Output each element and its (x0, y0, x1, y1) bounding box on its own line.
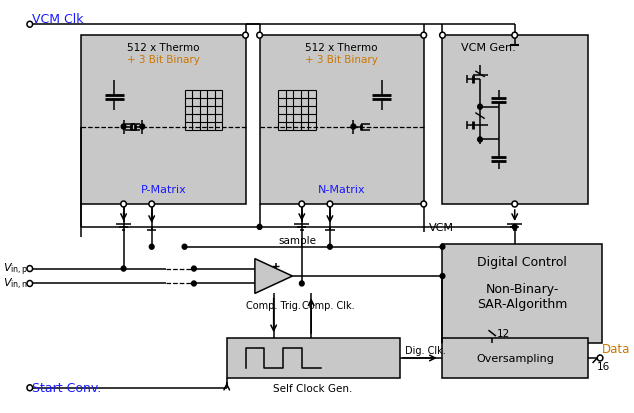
Text: Comp. Clk.: Comp. Clk. (302, 301, 354, 311)
Circle shape (512, 225, 517, 230)
Bar (227, 338, 400, 378)
Bar (81, 36, 245, 204)
Text: sample: sample (278, 235, 316, 245)
Circle shape (191, 266, 197, 271)
Circle shape (120, 202, 126, 207)
Circle shape (512, 202, 517, 207)
Text: Dig. Clk.: Dig. Clk. (405, 345, 446, 355)
Circle shape (191, 281, 197, 286)
Text: Non-Binary-: Non-Binary- (486, 282, 559, 295)
Polygon shape (255, 259, 292, 294)
Text: Start Conv.: Start Conv. (32, 381, 101, 394)
Circle shape (351, 125, 356, 130)
Circle shape (299, 202, 304, 207)
Circle shape (299, 281, 304, 286)
Circle shape (243, 33, 249, 39)
Text: Data: Data (602, 342, 630, 355)
Circle shape (150, 244, 154, 249)
Circle shape (257, 225, 262, 230)
Circle shape (27, 266, 32, 272)
Text: Comp. Trig.: Comp. Trig. (246, 301, 301, 311)
Circle shape (597, 355, 603, 361)
Bar (259, 36, 424, 204)
Text: Self Clock Gen.: Self Clock Gen. (273, 383, 353, 393)
Circle shape (477, 105, 482, 110)
Text: $V_{\rm in,p}$: $V_{\rm in,p}$ (3, 261, 28, 277)
Circle shape (512, 33, 517, 39)
Text: VCM Clk: VCM Clk (32, 13, 83, 26)
Circle shape (421, 202, 427, 207)
Circle shape (440, 274, 445, 279)
Circle shape (121, 266, 126, 271)
Circle shape (328, 244, 332, 249)
Circle shape (27, 385, 32, 391)
Circle shape (477, 138, 482, 142)
Bar (443, 36, 588, 204)
Circle shape (182, 244, 187, 249)
Circle shape (27, 281, 32, 287)
Text: Digital Control: Digital Control (477, 256, 567, 268)
Circle shape (257, 33, 262, 39)
Text: Oversampling: Oversampling (476, 353, 554, 363)
Text: $V_{\rm in,n}$: $V_{\rm in,n}$ (3, 276, 28, 291)
Text: + 3 Bit Binary: + 3 Bit Binary (127, 55, 200, 65)
Text: 512 x Thermo: 512 x Thermo (306, 43, 378, 53)
Bar (443, 244, 602, 343)
Text: 12: 12 (497, 328, 510, 338)
Circle shape (27, 22, 32, 28)
Circle shape (440, 33, 445, 39)
Text: VCM: VCM (429, 222, 453, 232)
Circle shape (121, 125, 126, 130)
Circle shape (327, 202, 333, 207)
Text: 512 x Thermo: 512 x Thermo (127, 43, 200, 53)
Circle shape (421, 33, 427, 39)
Circle shape (140, 125, 145, 130)
Text: SAR-Algorithm: SAR-Algorithm (477, 297, 567, 310)
Text: P-Matrix: P-Matrix (141, 185, 186, 195)
Circle shape (440, 244, 445, 249)
Circle shape (149, 202, 155, 207)
Text: 16: 16 (597, 361, 611, 371)
Text: N-Matrix: N-Matrix (318, 185, 365, 195)
Bar (443, 338, 588, 378)
Text: VCM Gen.: VCM Gen. (462, 43, 516, 53)
Text: + 3 Bit Binary: + 3 Bit Binary (305, 55, 378, 65)
